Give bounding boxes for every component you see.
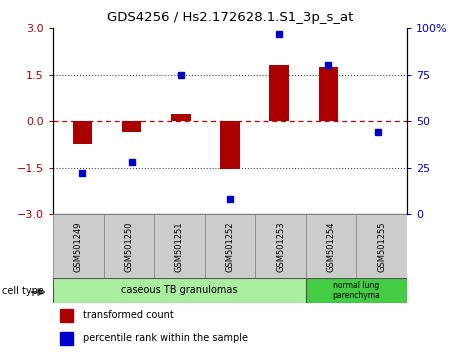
Text: cell type: cell type: [2, 286, 44, 296]
Bar: [122, 121, 141, 132]
Bar: [154, 214, 204, 280]
Bar: [60, 332, 73, 345]
Title: GDS4256 / Hs2.172628.1.S1_3p_s_at: GDS4256 / Hs2.172628.1.S1_3p_s_at: [106, 11, 353, 24]
Bar: [73, 121, 92, 144]
Bar: [204, 214, 255, 280]
Bar: [103, 214, 154, 280]
Bar: [318, 67, 337, 121]
Text: percentile rank within the sample: percentile rank within the sample: [83, 333, 248, 343]
Bar: [53, 214, 103, 280]
Bar: [356, 214, 406, 280]
Text: normal lung
parenchyma: normal lung parenchyma: [332, 281, 380, 300]
Text: caseous TB granulomas: caseous TB granulomas: [121, 285, 237, 295]
Bar: [305, 278, 406, 303]
Text: GSM501249: GSM501249: [73, 222, 83, 272]
Bar: [53, 278, 305, 303]
Bar: [60, 309, 73, 322]
Text: GSM501253: GSM501253: [275, 222, 285, 272]
Text: GSM501252: GSM501252: [225, 222, 234, 272]
Bar: [171, 114, 190, 121]
Text: GSM501254: GSM501254: [326, 222, 335, 272]
Bar: [220, 121, 239, 169]
Bar: [255, 214, 305, 280]
Bar: [269, 65, 288, 121]
Text: transformed count: transformed count: [83, 310, 174, 320]
Text: GSM501250: GSM501250: [124, 222, 133, 272]
Text: GSM501251: GSM501251: [174, 222, 184, 272]
Bar: [305, 214, 356, 280]
Text: GSM501255: GSM501255: [376, 222, 386, 272]
